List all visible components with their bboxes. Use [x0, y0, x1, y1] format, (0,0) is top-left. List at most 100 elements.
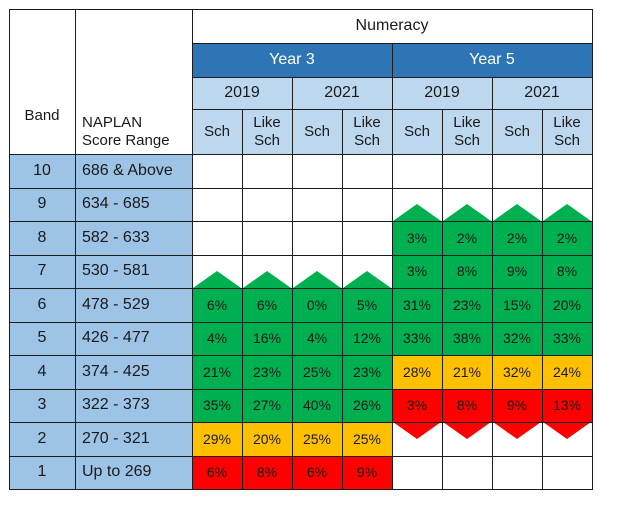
band-cell-2-text: 2	[37, 429, 47, 447]
value-cell-band5-col7: 32%	[492, 321, 542, 355]
grid-v-body-4	[292, 154, 293, 489]
subcol-header-1-text: Sch	[204, 122, 230, 140]
value-cell-band7-col1	[192, 254, 242, 288]
band-cell-9-text: 9	[37, 195, 47, 213]
grid-v-body-9	[542, 154, 543, 489]
value-cell-band7-col5-text: 3%	[406, 263, 428, 280]
subcol-header-4: Like Sch	[342, 109, 392, 154]
value-cell-band10-col7	[492, 154, 542, 188]
band-cell-4-text: 4	[37, 362, 47, 380]
range-cell-5-text: 426 - 477	[82, 329, 150, 347]
value-cell-band2-col7	[492, 422, 542, 456]
test-year-header-4: 2021	[492, 77, 592, 109]
range-cell-6-text: 478 - 529	[82, 295, 150, 313]
test-year-header-3: 2019	[392, 77, 492, 109]
subcol-header-4-text: Like Sch	[353, 113, 381, 149]
grid-border-bottom	[9, 489, 593, 490]
band-cell-1-text: 1	[37, 463, 47, 481]
value-cell-band7-col7-text: 9%	[506, 263, 528, 280]
numeracy-title: Numeracy	[192, 9, 592, 43]
value-cell-band6-col6-text: 23%	[452, 296, 482, 313]
value-cell-band5-col8-text: 33%	[552, 330, 582, 347]
range-cell-3: 322 - 373	[75, 388, 192, 422]
test-year-header-3-text: 2019	[424, 84, 460, 101]
value-cell-band4-col6-text: 21%	[452, 363, 482, 380]
value-cell-band6-col6: 23%	[442, 288, 492, 322]
value-cell-band10-col6	[442, 154, 492, 188]
range-cell-6: 478 - 529	[75, 288, 192, 322]
value-cell-band7-col6: 8%	[442, 254, 492, 288]
value-cell-band2-col5	[392, 422, 442, 456]
value-cell-band3-col6: 8%	[442, 388, 492, 422]
value-cell-band2-col3-text: 25%	[302, 430, 332, 447]
range-cell-9: 634 - 685	[75, 187, 192, 221]
subcol-header-3-text: Sch	[304, 122, 330, 140]
value-cell-band7-col4	[342, 254, 392, 288]
value-cell-band2-col6	[442, 422, 492, 456]
band-cell-9: 9	[9, 187, 75, 221]
grid-v-range	[192, 9, 193, 489]
band-header-text: Band	[24, 107, 60, 124]
value-cell-band4-col8: 24%	[542, 355, 592, 389]
band-cell-2: 2	[9, 422, 75, 456]
range-cell-9-text: 634 - 685	[82, 195, 150, 213]
grid-h-row-1	[9, 187, 592, 189]
value-cell-band5-col2-text: 16%	[252, 330, 282, 347]
band-cell-6-text: 6	[37, 295, 47, 313]
value-cell-band7-col2	[242, 254, 292, 288]
test-year-header-2: 2021	[292, 77, 392, 109]
band-cell-7-text: 7	[37, 262, 47, 280]
band-cell-1: 1	[9, 455, 75, 489]
value-cell-band6-col4: 5%	[342, 288, 392, 322]
value-cell-band10-col4	[342, 154, 392, 188]
value-cell-band6-col5-text: 31%	[402, 296, 432, 313]
value-cell-band3-col8: 13%	[542, 388, 592, 422]
value-cell-band1-col4-text: 9%	[356, 464, 378, 481]
value-cell-band2-col8	[542, 422, 592, 456]
test-year-header-1-text: 2019	[224, 84, 260, 101]
value-cell-band1-col3: 6%	[292, 455, 342, 489]
value-cell-band8-col6-text: 2%	[456, 229, 478, 246]
value-cell-band3-col7: 9%	[492, 388, 542, 422]
value-cell-band5-col3: 4%	[292, 321, 342, 355]
value-cell-band8-col5-text: 3%	[406, 229, 428, 246]
subcol-header-7: Sch	[492, 109, 542, 154]
value-cell-band4-col6: 21%	[442, 355, 492, 389]
band-cell-3-text: 3	[37, 396, 47, 414]
value-cell-band6-col7: 15%	[492, 288, 542, 322]
value-cell-band6-col2-text: 6%	[256, 296, 278, 313]
range-cell-7-text: 530 - 581	[82, 262, 150, 280]
grid-v-testyear-8	[492, 77, 493, 154]
value-cell-band5-col6-text: 38%	[452, 330, 482, 347]
grid-border-left	[9, 9, 10, 489]
value-cell-band8-col8-text: 2%	[556, 229, 578, 246]
range-cell-3-text: 322 - 373	[82, 396, 150, 414]
grid-h-row-7	[9, 388, 592, 390]
value-cell-band8-col4	[342, 221, 392, 255]
subcol-header-8: Like Sch	[542, 109, 592, 154]
value-cell-band3-col5-text: 3%	[406, 397, 428, 414]
value-cell-band1-col5	[392, 455, 442, 489]
value-cell-band6-col2: 6%	[242, 288, 292, 322]
value-cell-band4-col7: 32%	[492, 355, 542, 389]
band-cell-5-text: 5	[37, 329, 47, 347]
value-cell-band5-col1: 4%	[192, 321, 242, 355]
value-cell-band3-col5: 3%	[392, 388, 442, 422]
year-header-2: Year 5	[392, 43, 592, 77]
value-cell-band3-col7-text: 9%	[506, 397, 528, 414]
value-cell-band7-col3	[292, 254, 342, 288]
subcol-header-2-text: Like Sch	[253, 113, 281, 149]
value-cell-band4-col1-text: 21%	[202, 363, 232, 380]
value-cell-band4-col2-text: 23%	[252, 363, 282, 380]
band-header: Band	[9, 9, 75, 154]
value-cell-band9-col3	[292, 187, 342, 221]
value-cell-band7-col6-text: 8%	[456, 263, 478, 280]
value-cell-band5-col7-text: 32%	[502, 330, 532, 347]
grid-border-right	[592, 9, 593, 489]
value-cell-band3-col2-text: 27%	[252, 397, 282, 414]
value-cell-band7-col7: 9%	[492, 254, 542, 288]
range-header: NAPLAN Score Range	[75, 9, 192, 154]
numeracy-title-text: Numeracy	[355, 17, 429, 34]
value-cell-band5-col4: 12%	[342, 321, 392, 355]
range-cell-5: 426 - 477	[75, 321, 192, 355]
